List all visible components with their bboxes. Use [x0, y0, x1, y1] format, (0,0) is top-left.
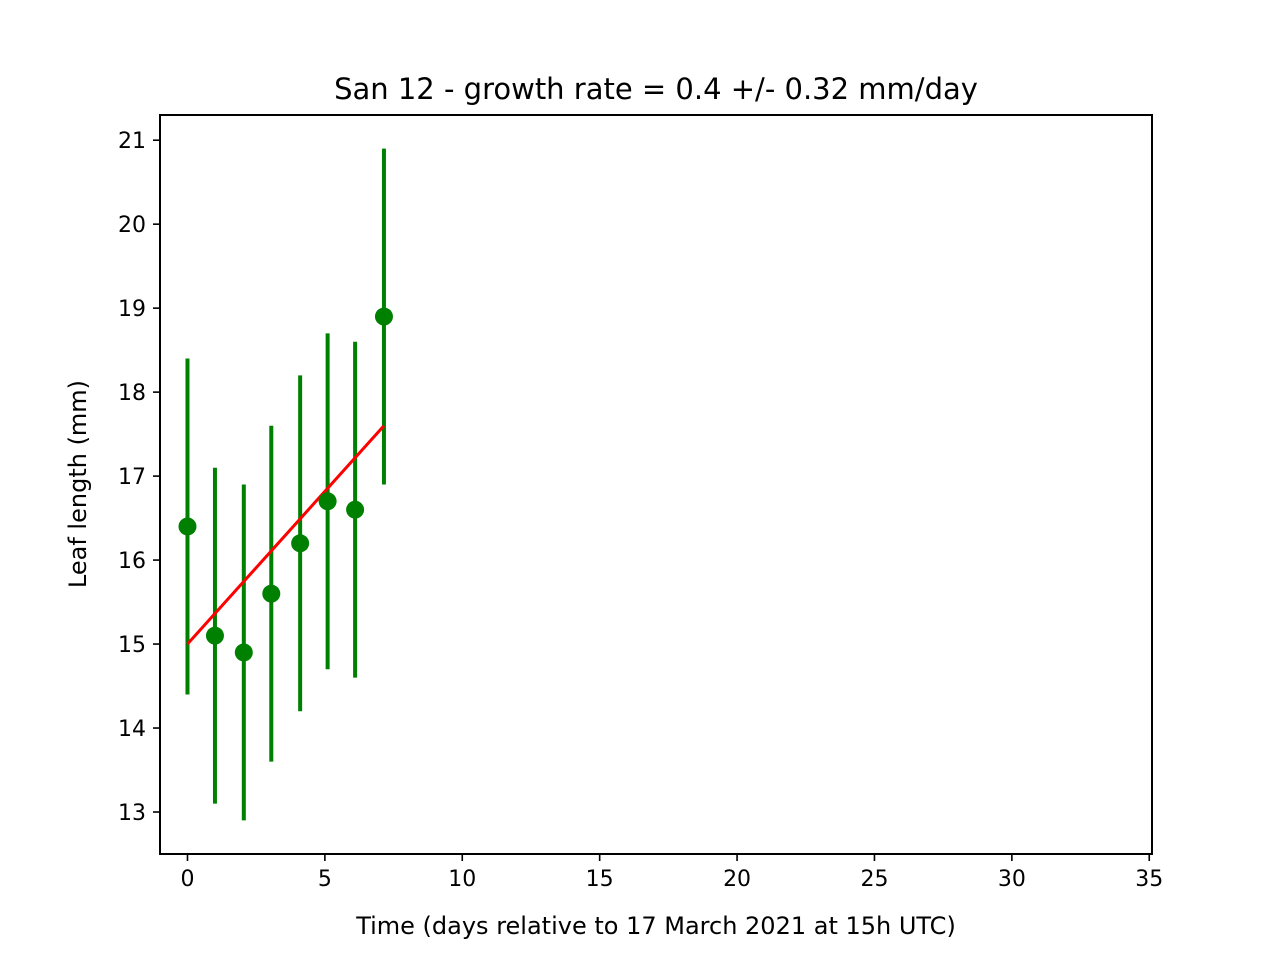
x-tick-label: 15	[586, 867, 614, 892]
x-tick-label: 20	[723, 867, 751, 892]
y-tick-label: 16	[118, 549, 146, 574]
axes: 0 5 10 15 20 25 30 35 13 14 15 16 17 18 19 20 21	[118, 114, 1163, 892]
data-point	[374, 307, 393, 326]
data-point	[178, 517, 197, 536]
y-tick-label: 17	[118, 465, 146, 490]
y-tick-label: 18	[118, 381, 146, 406]
x-axis-title: Time (days relative to 17 March 2021 at …	[355, 912, 956, 940]
chart-title: San 12 - growth rate = 0.4 +/- 0.32 mm/d…	[334, 72, 978, 106]
data-point	[262, 584, 281, 603]
data-point	[234, 643, 253, 662]
data-point	[318, 492, 337, 511]
fit-line	[186, 424, 386, 646]
y-tick-label: 14	[118, 717, 146, 742]
y-tick-label: 15	[118, 633, 146, 658]
x-tick-label: 10	[448, 867, 476, 892]
x-tick-label: 0	[180, 867, 194, 892]
y-tick-label: 13	[118, 801, 146, 826]
data-point	[346, 500, 365, 519]
axes-frame	[159, 114, 1153, 855]
x-tick-label: 25	[860, 867, 888, 892]
data-point	[205, 626, 224, 645]
x-tick-label: 5	[318, 867, 332, 892]
x-tick-label: 35	[1135, 867, 1163, 892]
y-tick-label: 19	[118, 297, 146, 322]
y-tick-label: 21	[118, 129, 146, 154]
plot-area	[178, 148, 393, 821]
y-axis-title: Leaf length (mm)	[64, 380, 92, 588]
y-tick-label: 20	[118, 213, 146, 238]
x-tick-label: 30	[998, 867, 1026, 892]
data-point	[291, 534, 310, 553]
